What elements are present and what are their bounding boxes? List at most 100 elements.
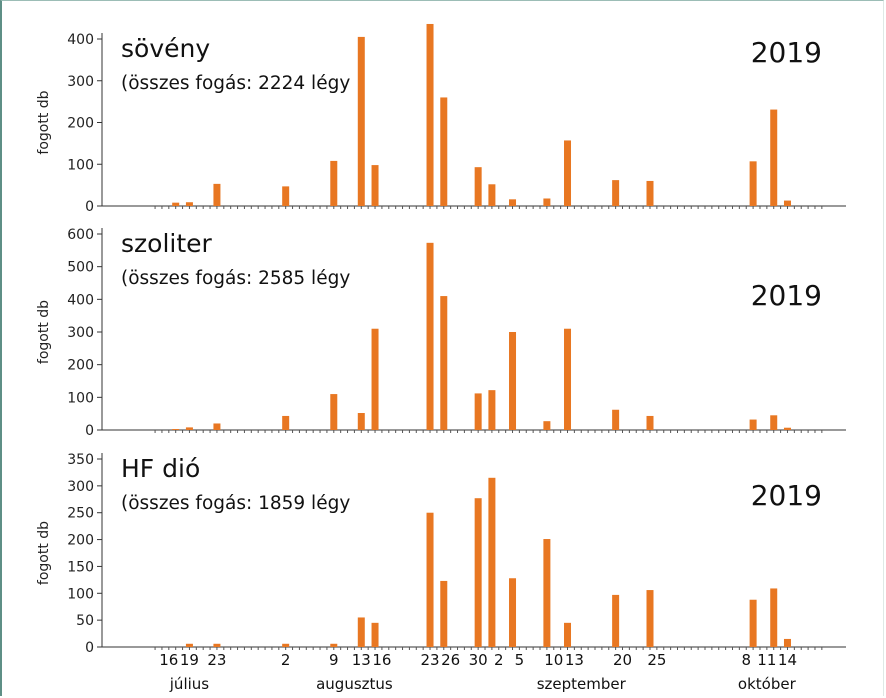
x-month-label: szeptember — [537, 675, 627, 693]
bar — [371, 165, 379, 206]
x-date-label: 19 — [180, 651, 199, 669]
x-date-label: 13 — [352, 651, 371, 669]
bar — [646, 415, 654, 430]
year-label: 2019 — [751, 36, 822, 69]
bar — [783, 427, 791, 430]
bar — [357, 413, 365, 430]
x-date-label: 2 — [494, 651, 504, 669]
bar — [488, 477, 496, 647]
bar — [426, 512, 434, 647]
y-tick-label: 0 — [85, 640, 94, 656]
bar — [770, 415, 778, 430]
bar — [783, 638, 791, 647]
total-catch: (összes fogás: 2224 légy — [121, 73, 350, 94]
y-axis-title: fogott db — [36, 521, 52, 585]
bar — [172, 429, 180, 430]
x-date-label: 23 — [207, 651, 226, 669]
bar — [474, 167, 482, 206]
y-tick-label: 500 — [67, 260, 94, 276]
bar — [509, 578, 517, 647]
bar — [282, 186, 290, 206]
site-name: HF dió — [121, 454, 200, 483]
bar — [646, 180, 654, 206]
x-date-label: 30 — [469, 651, 488, 669]
bar — [330, 643, 338, 647]
x-date-label: 25 — [647, 651, 666, 669]
y-tick-label: 100 — [67, 390, 94, 406]
bar — [612, 409, 620, 430]
bar — [185, 202, 193, 206]
x-date-label: 23 — [420, 651, 439, 669]
bar — [426, 242, 434, 430]
bar — [474, 498, 482, 647]
x-date-label: 20 — [613, 651, 632, 669]
x-month-label: augusztus — [316, 675, 393, 693]
bar — [543, 539, 551, 647]
bar — [770, 588, 778, 647]
y-tick-label: 100 — [67, 586, 94, 602]
x-date-label: 8 — [741, 651, 751, 669]
bar — [770, 109, 778, 206]
y-tick-label: 100 — [67, 157, 94, 173]
bar — [749, 419, 757, 430]
x-date-label: 16 — [159, 651, 178, 669]
bar — [282, 643, 290, 647]
x-date-label: 9 — [329, 651, 339, 669]
total-catch: (összes fogás: 1859 légy — [121, 493, 350, 514]
bar — [543, 198, 551, 206]
year-label: 2019 — [751, 479, 822, 512]
y-axis-title: fogott db — [36, 300, 52, 364]
year-label: 2019 — [751, 279, 822, 312]
y-tick-label: 0 — [85, 423, 94, 439]
bar — [440, 580, 448, 647]
bar — [185, 643, 193, 647]
bar — [213, 643, 221, 647]
bar — [330, 160, 338, 206]
x-date-label: 16 — [372, 651, 391, 669]
y-tick-label: 250 — [67, 506, 94, 522]
x-date-label: 13 — [565, 651, 584, 669]
bar — [488, 184, 496, 206]
y-tick-label: 300 — [67, 479, 94, 495]
y-tick-label: 0 — [85, 199, 94, 215]
site-name: szoliter — [121, 229, 213, 258]
bar — [330, 394, 338, 430]
x-month-label: július — [169, 675, 210, 693]
bar — [426, 23, 434, 206]
y-tick-label: 300 — [67, 325, 94, 341]
bar — [564, 622, 572, 647]
x-date-label: 26 — [441, 651, 460, 669]
y-tick-label: 50 — [76, 613, 94, 629]
y-tick-label: 400 — [67, 32, 94, 48]
y-tick-label: 200 — [67, 358, 94, 374]
bar — [282, 415, 290, 430]
bar — [440, 296, 448, 430]
x-date-label: 5 — [515, 651, 525, 669]
bar — [612, 594, 620, 647]
y-tick-label: 600 — [67, 227, 94, 243]
bar — [543, 421, 551, 430]
bar — [488, 390, 496, 430]
bar — [474, 393, 482, 430]
y-tick-label: 200 — [67, 533, 94, 549]
bar — [440, 97, 448, 206]
bar — [371, 622, 379, 647]
bar — [564, 328, 572, 430]
bar — [749, 599, 757, 647]
x-date-label: 14 — [778, 651, 797, 669]
y-tick-label: 300 — [67, 74, 94, 90]
bar — [213, 183, 221, 206]
y-tick-label: 400 — [67, 292, 94, 308]
bar — [371, 328, 379, 430]
bar — [185, 427, 193, 430]
bar — [357, 36, 365, 206]
bar — [646, 590, 654, 647]
bar — [612, 180, 620, 206]
y-tick-label: 350 — [67, 452, 94, 468]
site-name: sövény — [121, 34, 210, 63]
y-tick-label: 150 — [67, 559, 94, 575]
bar — [213, 423, 221, 430]
bar — [564, 140, 572, 206]
bar — [509, 199, 517, 206]
